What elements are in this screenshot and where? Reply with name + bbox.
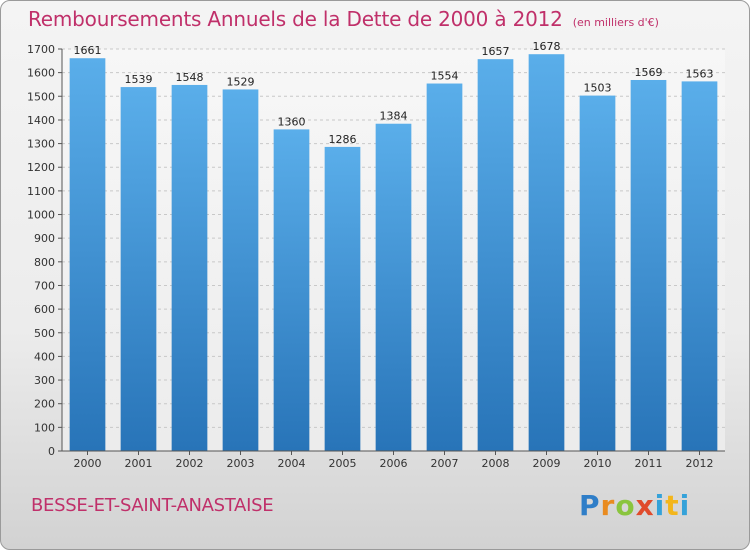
x-tick-label: 2000: [74, 457, 102, 470]
bar-2007: [426, 83, 463, 451]
x-tick-label: 2007: [431, 457, 459, 470]
y-tick-label: 1000: [27, 209, 55, 222]
bar-2001: [120, 87, 157, 451]
chart-title: Remboursements Annuels de la Dette de 20…: [28, 7, 659, 31]
brand-letter: x: [635, 489, 655, 522]
x-tick-label: 2010: [584, 457, 612, 470]
y-tick-label: 500: [34, 327, 55, 340]
bar-2009: [528, 54, 565, 451]
value-label: 1569: [635, 66, 663, 79]
x-tick-label: 2002: [176, 457, 204, 470]
location-name: BESSE-ET-SAINT-ANASTAISE: [31, 495, 274, 516]
value-labels: 1661 1539 1548 1529 1360 1286 1384 1554 1657 1678…: [74, 40, 714, 146]
y-tick-label: 1100: [27, 185, 55, 198]
bar-2000: [69, 58, 106, 451]
bar-2005: [324, 146, 361, 452]
x-tick-label: 2009: [533, 457, 561, 470]
value-label: 1661: [74, 44, 102, 57]
y-tick-label: 1200: [27, 161, 55, 174]
value-label: 1678: [533, 40, 561, 53]
axes: 0 100 200 300 400 500 600 700 800 900 1000 1100 1200…: [27, 43, 725, 470]
x-tick-label: 2004: [278, 457, 306, 470]
y-tick-label: 1600: [27, 67, 55, 80]
value-label: 1548: [176, 71, 204, 84]
bar-2008: [477, 59, 514, 451]
value-label: 1384: [380, 110, 408, 123]
value-label: 1503: [584, 82, 612, 95]
x-tick-label: 2001: [125, 457, 153, 470]
bar-2011: [630, 79, 667, 451]
brand-letter: r: [600, 489, 616, 522]
bar-2002: [171, 84, 208, 451]
unit-label: (en milliers d'€): [572, 16, 659, 29]
value-label: 1529: [227, 75, 255, 88]
chart-title-text: Remboursements Annuels de la Dette de 20…: [28, 7, 563, 31]
y-tick-label: 300: [34, 374, 55, 387]
y-tick-label: 400: [34, 350, 55, 363]
x-tick-label: 2008: [482, 457, 510, 470]
brand-letter: i: [679, 489, 691, 522]
y-tick-label: 700: [34, 279, 55, 292]
brand-letter: o: [615, 489, 636, 522]
brand-letter: i: [654, 489, 666, 522]
bar-2012: [681, 81, 718, 451]
y-tick-label: 1300: [27, 138, 55, 151]
y-tick-label: 200: [34, 398, 55, 411]
bar-2010: [579, 95, 616, 451]
y-tick-label: 100: [34, 421, 55, 434]
brand-logo: Proxiti: [579, 489, 690, 522]
value-label: 1563: [686, 67, 714, 80]
bar-2003: [222, 89, 259, 452]
y-tick-label: 1500: [27, 90, 55, 103]
y-tick-label: 800: [34, 256, 55, 269]
bar-2006: [375, 123, 412, 452]
y-tick-label: 600: [34, 303, 55, 316]
value-label: 1360: [278, 115, 306, 128]
value-label: 1539: [125, 73, 153, 86]
brand-letter: P: [579, 489, 601, 522]
x-tick-label: 2011: [635, 457, 663, 470]
value-label: 1554: [431, 70, 459, 83]
x-tick-label: 2012: [686, 457, 714, 470]
value-label: 1657: [482, 45, 510, 58]
value-label: 1286: [329, 133, 357, 146]
y-tick-label: 900: [34, 232, 55, 245]
bars: [69, 54, 718, 452]
x-tick-label: 2005: [329, 457, 357, 470]
y-tick-label: 1400: [27, 114, 55, 127]
x-tick-label: 2006: [380, 457, 408, 470]
bar-2004: [273, 129, 310, 451]
y-tick-label: 0: [48, 445, 55, 458]
brand-letter: t: [665, 489, 680, 522]
y-tick-label: 1700: [27, 43, 55, 56]
x-tick-label: 2003: [227, 457, 255, 470]
